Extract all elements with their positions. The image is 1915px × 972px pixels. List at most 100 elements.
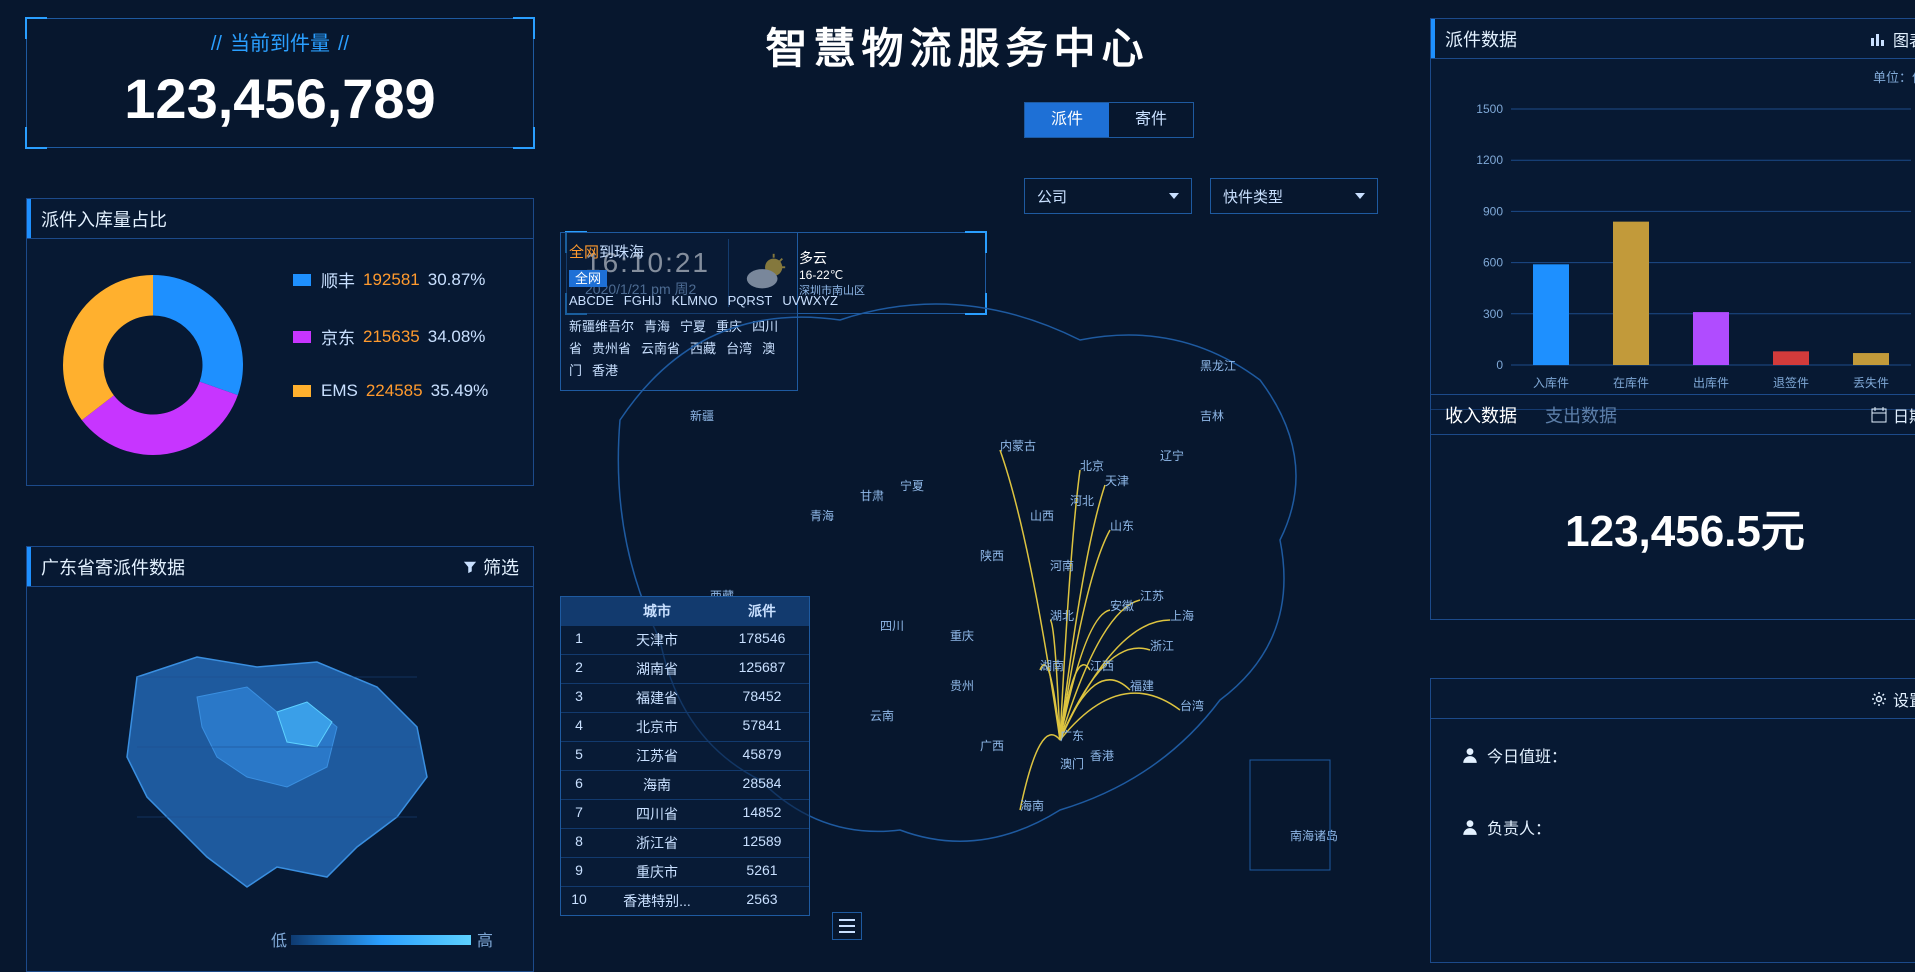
table-row[interactable]: 5江苏省45879 (561, 741, 809, 770)
svg-text:吉林: 吉林 (1200, 409, 1224, 423)
kpi-value: 123,456,789 (27, 66, 533, 131)
svg-text:江苏: 江苏 (1140, 589, 1164, 603)
province-filter[interactable]: 西藏 (690, 341, 716, 356)
svg-text:四川: 四川 (880, 619, 904, 633)
province-filter[interactable]: 贵州省 (592, 341, 631, 356)
svg-text:新疆: 新疆 (690, 408, 714, 423)
svg-text:安徽: 安徽 (1110, 598, 1134, 613)
alpha-filter[interactable]: ABCDE (569, 293, 614, 308)
date-picker-button[interactable]: 日期 (1871, 403, 1915, 427)
pie-legend: 顺丰19258130.87% 京东21563534.08% EMS22458535.… (293, 267, 488, 433)
svg-text:内蒙古: 内蒙古 (1000, 438, 1036, 453)
alpha-filter[interactable]: 全网 (569, 270, 607, 287)
province-filter[interactable]: 青海 (644, 319, 670, 334)
table-row[interactable]: 10香港特别...2563 (561, 886, 809, 915)
alpha-filter[interactable]: KLMNO (671, 293, 717, 308)
table-row[interactable]: 2湖南省125687 (561, 654, 809, 683)
svg-text:0: 0 (1496, 358, 1503, 372)
pie-panel: 派件入库量占比 顺丰19258130.87% 京东21563534.08% EMS2… (26, 198, 534, 486)
alpha-filter[interactable]: FGHIJ (624, 293, 662, 308)
svg-text:河南: 河南 (1050, 558, 1074, 573)
guangdong-title: 广东省寄派件数据 筛选 (27, 547, 533, 587)
svg-text:重庆: 重庆 (950, 629, 974, 643)
svg-text:甘肃: 甘肃 (860, 489, 884, 503)
svg-text:湖南: 湖南 (1040, 658, 1064, 673)
svg-text:云南: 云南 (870, 708, 894, 723)
svg-text:1200: 1200 (1476, 153, 1503, 167)
col-dispatch: 派件 (717, 597, 807, 625)
guangdong-panel: 广东省寄派件数据 筛选 低 高 (26, 546, 534, 972)
tab-expense[interactable]: 支出数据 (1531, 402, 1631, 428)
weather-text: 多云 (799, 248, 865, 268)
svg-text:陕西: 陕西 (980, 548, 1004, 563)
dispatch-tabs: 派件 寄件 (1024, 102, 1194, 138)
person-icon (1461, 818, 1479, 836)
pie-panel-title: 派件入库量占比 (27, 199, 533, 239)
chevron-down-icon (1169, 193, 1179, 199)
svg-text:江西: 江西 (1090, 659, 1114, 673)
table-row[interactable]: 8浙江省12589 (561, 828, 809, 857)
table-row[interactable]: 1天津市178546 (561, 625, 809, 654)
svg-text:浙江: 浙江 (1150, 639, 1174, 653)
svg-text:香港: 香港 (1090, 749, 1114, 763)
svg-text:宁夏: 宁夏 (900, 478, 924, 493)
svg-text:河北: 河北 (1070, 494, 1094, 508)
province-filter[interactable]: 宁夏 (680, 319, 706, 334)
table-row[interactable]: 7四川省14852 (561, 799, 809, 828)
tab-send[interactable]: 寄件 (1109, 103, 1193, 137)
legend-item: 京东21563534.08% (293, 324, 488, 349)
kpi-label: 当前到件量 (27, 19, 533, 56)
svg-text:广西: 广西 (980, 739, 1004, 753)
svg-text:上海: 上海 (1170, 608, 1194, 623)
svg-text:湖北: 湖北 (1050, 608, 1074, 623)
svg-text:青海: 青海 (810, 508, 834, 523)
svg-text:出库件: 出库件 (1693, 375, 1729, 390)
tab-dispatch[interactable]: 派件 (1025, 103, 1109, 137)
table-row[interactable]: 6海南28584 (561, 770, 809, 799)
svg-text:1500: 1500 (1476, 102, 1503, 116)
province-filter[interactable]: 香港 (592, 363, 618, 378)
alpha-filter[interactable]: PQRST (728, 293, 773, 308)
table-row[interactable]: 4北京市57841 (561, 712, 809, 741)
settings-button[interactable]: 设置 (1431, 679, 1915, 719)
company-dropdown[interactable]: 公司 (1024, 178, 1192, 214)
alpha-filter[interactable]: UVWXYZ (782, 293, 838, 308)
province-filter[interactable]: 云南省 (641, 341, 680, 356)
table-row[interactable]: 9重庆市5261 (561, 857, 809, 886)
chart-toggle-button[interactable]: 图表 (1871, 19, 1915, 59)
svg-text:丢失件: 丢失件 (1853, 375, 1889, 390)
svg-text:山西: 山西 (1030, 509, 1054, 523)
svg-text:600: 600 (1483, 256, 1503, 270)
bar-unit: 单位：件 (1873, 67, 1915, 86)
city-ranking-table: 城市 派件 1天津市1785462湖南省1256873福建省784524北京市5… (560, 596, 810, 916)
income-panel: 收入数据 支出数据 日期 123,456.5元 (1430, 394, 1915, 620)
legend-low: 低 (271, 927, 287, 951)
svg-text:福建: 福建 (1130, 678, 1154, 693)
legend-item: 顺丰19258130.87% (293, 267, 488, 292)
svg-text:台湾: 台湾 (1180, 698, 1204, 713)
guangdong-map (77, 617, 477, 917)
gear-icon (1871, 691, 1887, 707)
svg-text:在库件: 在库件 (1613, 375, 1649, 390)
legend-item: EMS22458535.49% (293, 381, 488, 401)
province-filter[interactable]: 台湾 (726, 341, 752, 356)
table-row[interactable]: 3福建省78452 (561, 683, 809, 712)
bar-chart: 030060090012001500入库件在库件出库件退签件丢失件 (1461, 99, 1915, 395)
svg-text:辽宁: 辽宁 (1160, 448, 1184, 463)
income-value: 123,456.5元 (1431, 435, 1915, 619)
donut-chart (53, 265, 253, 465)
province-filter[interactable]: 重庆 (716, 319, 742, 334)
duty-today: 今日值班： (1431, 719, 1915, 791)
tab-income[interactable]: 收入数据 (1431, 402, 1531, 428)
express-type-dropdown[interactable]: 快件类型 (1210, 178, 1378, 214)
svg-text:天津: 天津 (1105, 474, 1129, 488)
svg-text:贵州: 贵州 (950, 679, 974, 693)
responsible-person: 负责人： (1431, 791, 1915, 863)
svg-text:广东: 广东 (1060, 729, 1084, 743)
svg-text:退签件: 退签件 (1773, 375, 1809, 390)
chevron-down-icon (1355, 193, 1365, 199)
svg-text:北京: 北京 (1080, 459, 1104, 473)
svg-text:900: 900 (1483, 204, 1503, 218)
filter-button[interactable]: 筛选 (463, 554, 519, 580)
province-filter[interactable]: 新疆维吾尔 (569, 319, 634, 334)
